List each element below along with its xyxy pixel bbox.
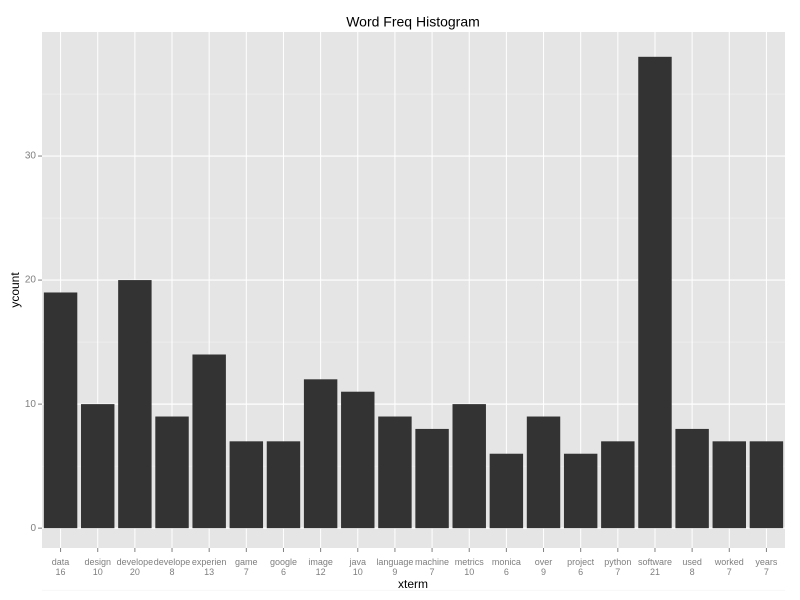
bar: [749, 441, 784, 529]
bar: [303, 379, 338, 529]
bar: [118, 280, 152, 529]
x-tick-label: java 10: [349, 557, 367, 577]
bar: [563, 453, 598, 529]
bar: [192, 354, 226, 529]
x-tick-label: python 7: [604, 557, 632, 577]
bar: [341, 391, 375, 529]
y-tick-label: 0: [30, 523, 36, 534]
x-tick-label: language 9: [376, 557, 414, 577]
x-tick-label: monica 6: [491, 557, 521, 577]
bar: [489, 453, 524, 529]
bar: [155, 416, 189, 529]
bar: [378, 416, 412, 529]
bar: [43, 292, 78, 529]
x-axis-label: xterm: [398, 577, 428, 591]
bar: [452, 404, 486, 529]
bar: [526, 416, 561, 529]
x-tick-label: develope 8: [153, 557, 191, 577]
y-tick-label: 10: [25, 399, 37, 410]
x-tick-label: machine 7: [415, 557, 450, 577]
bar: [712, 441, 746, 529]
bar: [266, 441, 301, 529]
x-tick-label: years 7: [755, 557, 778, 577]
bar: [415, 428, 449, 529]
panel: [42, 32, 785, 548]
x-tick-label: data 16: [51, 557, 70, 577]
x-tick-label: software 21: [637, 557, 672, 577]
x-tick-label: metrics 10: [454, 557, 484, 577]
y-axis-label: ycount: [8, 272, 22, 308]
chart-title: Word Freq Histogram: [346, 14, 480, 30]
bar: [675, 428, 709, 529]
bar: [638, 56, 672, 529]
bar: [229, 441, 264, 529]
x-tick-label: over 9: [534, 557, 553, 577]
bar: [601, 441, 635, 529]
bar: [81, 404, 115, 529]
x-tick-label: image 12: [308, 557, 333, 577]
x-tick-label: used 8: [682, 557, 702, 577]
x-tick-label: worked 7: [714, 557, 744, 577]
x-tick-label: project 6: [567, 557, 595, 577]
x-tick-label: develope 20: [116, 557, 154, 577]
x-tick-label: google 6: [269, 557, 297, 577]
x-tick-label: design 10: [84, 557, 111, 577]
x-tick-label: experien 13: [191, 557, 227, 577]
y-tick-label: 20: [25, 275, 37, 286]
y-tick-label: 30: [25, 151, 37, 162]
x-tick-label: game 7: [235, 557, 258, 577]
